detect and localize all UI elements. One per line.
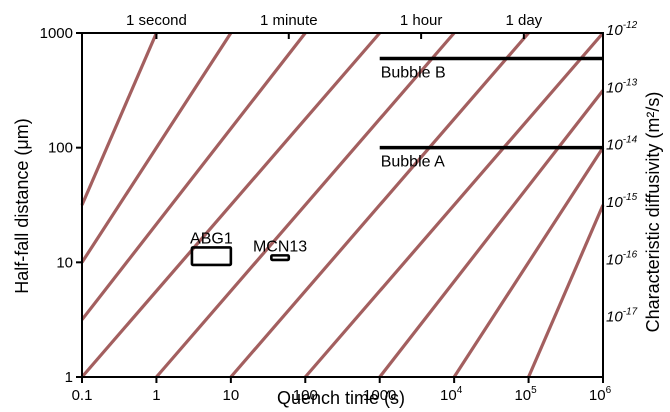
y-axis-ticks: 1 10 100 1000	[40, 25, 82, 386]
diffusivity-label: 10-13	[606, 77, 638, 96]
x-tick-label: 0.1	[72, 387, 93, 404]
series-labels: Bubble B Bubble A ABG1 MCN13	[190, 64, 446, 255]
x-tick-label: 1000	[363, 387, 396, 404]
diffusivity-labels: 10-12 10-13 10-14 10-15 10-16 10-17	[606, 20, 638, 326]
sample-box	[190, 246, 233, 267]
y2-axis-title: Characteristic diffusivity (m²/s)	[643, 92, 663, 333]
top-tick-label: 1 hour	[400, 12, 443, 29]
diffusivity-label: 10-17	[606, 307, 638, 326]
diffusivity-label: 10-15	[606, 192, 638, 211]
bubble-series	[379, 56, 603, 150]
y-tick-label: 10	[56, 254, 73, 271]
y-axis-title: Half-fall distance (μm)	[12, 118, 32, 293]
x-tick-label: 106	[589, 385, 612, 404]
diffusivity-label: 10-14	[606, 135, 638, 154]
bubble-label: Bubble A	[381, 154, 445, 171]
diffusivity-line-1	[80, 32, 158, 206]
diffusivity-line-2	[80, 32, 233, 264]
diffusivity-line-7	[304, 31, 605, 379]
diffusivity-label: 10-12	[606, 20, 638, 39]
top-tick-label: 1 day	[505, 12, 542, 29]
sample-label: MCN13	[253, 238, 307, 255]
y-tick-label: 1	[65, 369, 73, 386]
y-tick-label: 1000	[40, 25, 73, 42]
diffusivity-line-9	[452, 146, 605, 378]
top-axis-ticks: 1 second 1 minute 1 hour 1 day	[126, 12, 543, 39]
sample-boxes	[190, 246, 291, 267]
diffusivity-line-3	[80, 32, 307, 321]
top-tick-label: 1 minute	[260, 12, 318, 29]
diffusivity-line-8	[378, 89, 605, 378]
sample-box	[270, 254, 291, 262]
diffusivity-line-5	[155, 31, 456, 379]
x-axis-ticks: 0.1 1 10 100 1000 104 105 106	[72, 377, 612, 404]
x-axis-title: Quench time (s)	[277, 388, 405, 408]
top-tick-label: 1 second	[126, 12, 187, 29]
y-tick-label: 100	[48, 140, 73, 157]
x-tick-label: 100	[293, 387, 318, 404]
x-tick-label: 1	[152, 387, 160, 404]
plot-frame	[81, 32, 604, 378]
x-tick-label: 10	[223, 387, 240, 404]
sample-label: ABG1	[190, 230, 233, 247]
plot-border	[81, 32, 604, 378]
diffusivity-label: 10-16	[606, 249, 638, 268]
x-tick-label: 105	[514, 385, 537, 404]
diffusivity-line-10	[527, 204, 605, 378]
diffusivity-lines	[80, 31, 605, 379]
x-tick-label: 104	[440, 385, 463, 404]
bubble-label: Bubble B	[381, 64, 446, 81]
diffusivity-line-4	[80, 31, 381, 379]
diffusivity-line-6	[229, 31, 530, 379]
